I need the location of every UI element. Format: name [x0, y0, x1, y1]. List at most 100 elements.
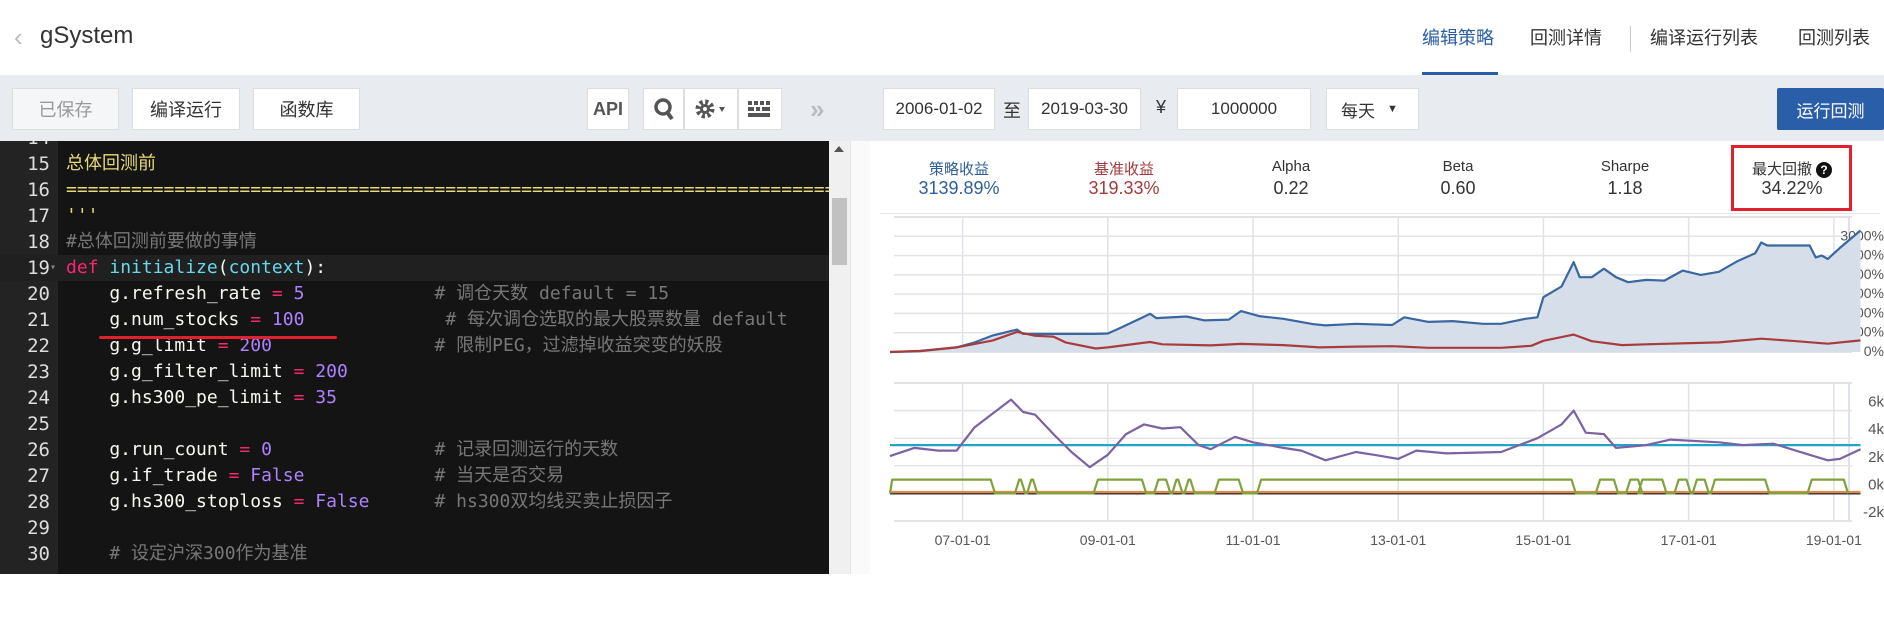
- code-line[interactable]: 14 ======================================…: [0, 141, 829, 151]
- tab-compile-list[interactable]: 编译运行列表: [1650, 28, 1758, 48]
- code-line[interactable]: 15 总体回测前: [0, 151, 829, 177]
- frequency-select[interactable]: 每天 ▼: [1326, 88, 1419, 130]
- code-text: def initialize(context):: [66, 255, 326, 281]
- code-line[interactable]: 17 ''': [0, 203, 829, 229]
- code-token: # 每次调仓选取的最大股票数量 default: [445, 309, 788, 330]
- code-line[interactable]: 25: [0, 411, 829, 437]
- code-text: ========================================…: [66, 141, 829, 151]
- x-tick-label: 07-01-01: [935, 532, 991, 548]
- code-token: def: [66, 257, 99, 278]
- x-tick-label: 19-01-01: [1806, 532, 1862, 548]
- stat-label: 策略收益: [879, 158, 1039, 179]
- code-token: [99, 257, 110, 278]
- code-editor[interactable]: 14======================================…: [0, 141, 829, 574]
- code-text: # 设定沪深300作为基准: [66, 541, 307, 567]
- backtest-charts: 0%500%1000%1500%2000%2500%3000% -2k 0k 2k 4k…: [888, 216, 1884, 548]
- code-token: [283, 283, 294, 304]
- line-number: 26: [27, 439, 50, 461]
- code-token: g.num_stocks: [66, 309, 251, 330]
- code-token: 总体回测前: [66, 153, 156, 174]
- scrollbar-thumb[interactable]: [832, 198, 847, 265]
- stat-label-text: Beta: [1442, 158, 1474, 175]
- code-text: g.g_limit = 200 # 限制PEG，过滤掉收益突变的妖股: [66, 333, 723, 359]
- line-number: 14: [0, 141, 50, 151]
- capital-input[interactable]: 1000000: [1177, 88, 1311, 130]
- run-backtest-button[interactable]: 运行回测: [1777, 88, 1884, 130]
- code-token: g.hs300_stoploss: [66, 491, 294, 512]
- code-token: # 记录回测运行的天数: [434, 439, 619, 460]
- code-line[interactable]: 22 g.g_limit = 200 # 限制PEG，过滤掉收益突变的妖股: [0, 333, 829, 359]
- question-circle-icon[interactable]: ?: [1816, 162, 1832, 178]
- scroll-up-arrow-icon[interactable]: [834, 146, 844, 152]
- code-token: #总体回测前要做的事情: [66, 231, 257, 252]
- code-token: 200: [239, 335, 272, 356]
- code-text: g.hs300_stoploss = False # hs300双均线买卖止损因…: [66, 489, 672, 515]
- x-tick-label: 17-01-01: [1661, 532, 1717, 548]
- stat-label: Alpha: [1211, 158, 1371, 175]
- code-line[interactable]: 26 g.run_count = 0 # 记录回测运行的天数: [0, 437, 829, 463]
- code-token: =: [293, 491, 305, 512]
- chevron-left-icon[interactable]: ‹: [14, 22, 23, 52]
- code-line[interactable]: 16 ======================================…: [0, 177, 829, 203]
- code-token: [304, 309, 445, 330]
- code-token: g.refresh_rate: [66, 283, 272, 304]
- code-token: 100: [271, 309, 305, 330]
- code-line[interactable]: 30 # 设定沪深300作为基准: [0, 541, 829, 567]
- code-line[interactable]: 24 g.hs300_pe_limit = 35: [0, 385, 829, 411]
- compile-run-button[interactable]: 编译运行: [132, 88, 240, 130]
- code-text: #总体回测前要做的事情: [66, 229, 257, 255]
- gear-icon[interactable]: [684, 88, 738, 130]
- search-icon[interactable]: [643, 88, 684, 130]
- code-token: 200: [315, 361, 348, 382]
- code-line[interactable]: 21 g.num_stocks = 100 # 每次调仓选取的最大股票数量 de…: [0, 307, 829, 333]
- panel-splitter[interactable]: [850, 141, 870, 574]
- code-line[interactable]: 28 g.hs300_stoploss = False # hs300双均线买卖…: [0, 489, 829, 515]
- stat-label-text: 最大回撤: [1751, 161, 1812, 178]
- double-chevron-right-icon[interactable]: »: [810, 94, 825, 124]
- stat-label-text: 基准收益: [1093, 161, 1154, 178]
- saved-button[interactable]: 已保存: [12, 88, 119, 130]
- stat-label-text: Alpha: [1271, 158, 1311, 175]
- code-text: g.refresh_rate = 5 # 调仓天数 default = 15: [66, 281, 669, 307]
- tab-backtest-details[interactable]: 回测详情: [1530, 28, 1602, 48]
- code-token: # 限制PEG，过滤掉收益突变的妖股: [434, 335, 723, 356]
- line-number: 30: [27, 543, 50, 565]
- code-token: ========================================…: [66, 141, 829, 148]
- code-token: [239, 465, 250, 486]
- code-line[interactable]: 18 #总体回测前要做的事情: [0, 229, 829, 255]
- red-underline-annotation: [99, 336, 337, 339]
- line-number: 24: [27, 387, 50, 409]
- series-area-fill: [890, 230, 1861, 352]
- chart-2: -2k 0k 2k 4k 6k 07-01-01 09-01-01 11-01-01 13-01…: [888, 382, 1884, 548]
- frequency-value: 每天: [1341, 101, 1375, 121]
- top-header: [0, 0, 1884, 75]
- end-date-input[interactable]: 2019-03-30: [1028, 88, 1141, 130]
- x-tick-label: 11-01-01: [1226, 532, 1281, 548]
- tab-edit-strategy[interactable]: 编辑策略: [1422, 28, 1494, 48]
- code-token: =: [293, 387, 305, 408]
- code-token: g.if_trade: [66, 465, 229, 486]
- code-token: [304, 387, 315, 408]
- line-number: 22: [27, 335, 50, 357]
- code-line[interactable]: 19 ▾ def initialize(context):: [0, 255, 829, 281]
- code-line[interactable]: 23 g.g_filter_limit = 200: [0, 359, 829, 385]
- code-token: # 调仓天数 default = 15: [434, 283, 670, 304]
- keyboard-icon[interactable]: [738, 88, 782, 130]
- code-token: 0: [261, 439, 272, 460]
- code-line[interactable]: 29: [0, 515, 829, 541]
- code-line[interactable]: 20 g.refresh_rate = 5 # 调仓天数 default = 1…: [0, 281, 829, 307]
- code-token: g.g_filter_limit: [66, 361, 294, 382]
- start-date-input[interactable]: 2006-01-02: [883, 88, 995, 130]
- line-number-gutter: [0, 141, 58, 574]
- stat-value: 34.22%: [1761, 178, 1823, 198]
- api-button[interactable]: API: [587, 88, 629, 130]
- function-library-button[interactable]: 函数库: [253, 88, 360, 130]
- y-tick-label: 0%: [1864, 343, 1884, 359]
- tab-backtest-list[interactable]: 回测列表: [1798, 28, 1870, 48]
- code-line[interactable]: 27 g.if_trade = False # 当天是否交易: [0, 463, 829, 489]
- code-token: ''': [66, 205, 99, 226]
- fold-arrow-icon[interactable]: ▾: [50, 262, 57, 273]
- code-token: False: [315, 491, 370, 512]
- line-number: 21: [27, 309, 50, 331]
- code-token: [304, 465, 434, 486]
